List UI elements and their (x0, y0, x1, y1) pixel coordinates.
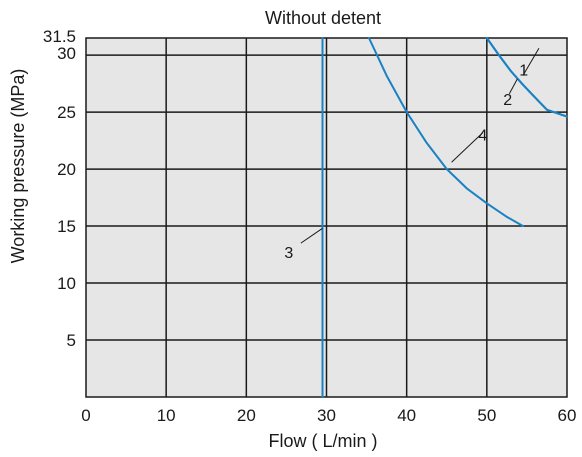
leader-line-2 (508, 78, 518, 95)
curve-label-2: 2 (503, 92, 512, 109)
x-tick-label: 30 (317, 406, 336, 425)
plot-border (85, 37, 568, 398)
plot-area (85, 37, 568, 398)
y-tick-label: 31.5 (43, 27, 76, 46)
leader-line-4 (451, 132, 484, 163)
y-axis-title: Working pressure (MPa) (8, 69, 28, 264)
leader-line-1 (522, 48, 540, 76)
y-tick-label: 10 (57, 274, 76, 293)
x-tick-label: 50 (477, 406, 496, 425)
x-tick-label: 20 (237, 406, 256, 425)
x-tick-label: 60 (558, 406, 577, 425)
y-tick-label: 20 (57, 160, 76, 179)
leader-line-3 (300, 227, 323, 244)
y-tick-label: 25 (57, 103, 76, 122)
series-line-2 (485, 37, 568, 118)
curve-label-3: 3 (284, 245, 293, 262)
curve-labels: 12 3 4 (284, 48, 540, 262)
x-tick-label: 10 (157, 406, 176, 425)
y-tick-label: 5 (67, 331, 76, 350)
chart-title: Without detent (265, 8, 381, 28)
series-line-4 (368, 37, 524, 227)
y-tick-label: 30 (57, 44, 76, 63)
x-axis-title: Flow ( L/min ) (268, 431, 377, 451)
x-tick-label: 40 (397, 406, 416, 425)
y-tick-label: 15 (57, 217, 76, 236)
curve-label-1: 1 (519, 63, 528, 80)
x-tick-labels: 0 10 20 30 40 50 60 (81, 406, 576, 425)
series-layer (321, 37, 568, 398)
x-tick-label: 0 (81, 406, 90, 425)
curve-label-4: 4 (478, 128, 487, 145)
